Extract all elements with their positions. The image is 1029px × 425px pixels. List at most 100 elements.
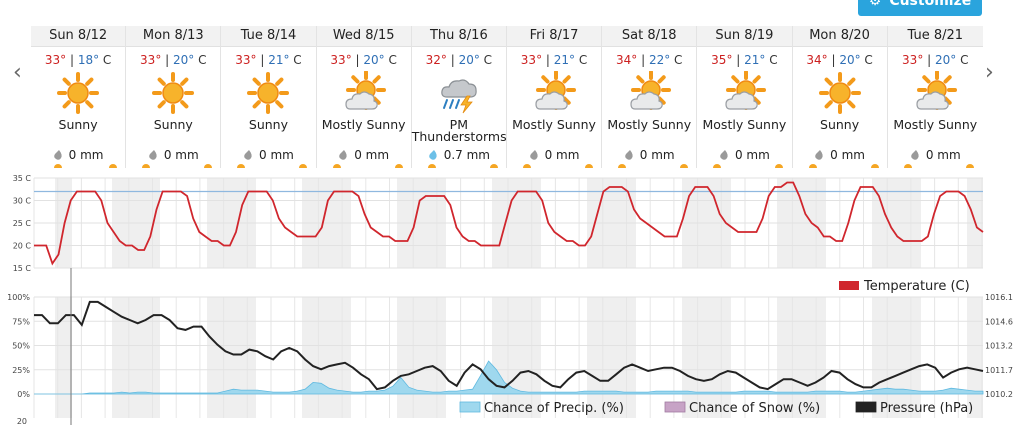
day-temps: 33° | 21° C (221, 53, 315, 67)
temp-separator: | (827, 53, 840, 67)
day-temps: 34° | 20° C (793, 53, 887, 67)
day-column[interactable]: Fri 8/17 33° | 21° C Mostly Sunny 0 mm (506, 26, 603, 168)
temp-unit: C (674, 53, 683, 67)
night-shading (302, 297, 351, 418)
day-column[interactable]: Thu 8/16 32° | 20° C PM Thunderstorms 0.7 m… (411, 26, 507, 168)
lower-tick-label: 20 (17, 417, 27, 425)
legend-label-precip[interactable]: Chance of Precip. (%) (484, 401, 624, 416)
temperature-line (34, 181, 984, 266)
customize-label: Customize (889, 0, 972, 9)
legend-label-pressure[interactable]: Pressure (hPa) (880, 401, 973, 416)
temp-separator: | (446, 53, 459, 67)
thunderstorm-icon (441, 79, 477, 114)
precip-value: 0 mm (639, 148, 675, 162)
day-column[interactable]: Tue 8/21 33° | 20° C Mostly Sunny 0 mm (887, 26, 983, 168)
sunrise-sunset-marker (237, 164, 308, 168)
day-column[interactable]: Mon 8/20 34° | 20° C Sunny 0 mm (792, 26, 888, 168)
precip-amount: 0.7 mm (412, 148, 506, 162)
chevron-right-icon[interactable]: › (985, 60, 994, 85)
y-tick-label-left: 75% (12, 317, 30, 326)
sunrise-sunset-marker (427, 164, 498, 168)
legend-swatch-temperature (839, 281, 859, 290)
precip-drop-icon (720, 150, 728, 160)
precip-amount: 0 mm (31, 148, 125, 162)
day-column[interactable]: Sat 8/18 34° | 22° C Mostly Sunny 0 mm (602, 26, 698, 168)
mostly-sunny-icon (630, 71, 672, 110)
low-temp: 20° (458, 53, 480, 67)
condition-text: Sunny (820, 117, 860, 132)
precip-drop-icon (815, 150, 823, 160)
precip-amount: 0 mm (793, 148, 887, 162)
customize-button[interactable]: ⚙ Customize (858, 0, 982, 16)
sunny-icon (152, 72, 195, 114)
condition-text: Mostly Sunny (893, 117, 978, 132)
precip-value: 0.7 mm (443, 148, 490, 162)
temp-separator: | (66, 53, 78, 67)
y-tick-label-left: 0% (17, 390, 30, 399)
high-temp: 33° (902, 53, 924, 67)
y-tick-label-right: 1011.7 (985, 366, 1013, 375)
day-temps: 32° | 20° C (412, 53, 506, 67)
day-column[interactable]: Wed 8/15 33° | 20° C Mostly Sunny 0 mm (316, 26, 412, 168)
day-date: Sat 8/18 (602, 26, 697, 47)
temp-unit: C (483, 53, 493, 67)
temp-unit: C (102, 53, 112, 67)
legend-label-snow[interactable]: Chance of Snow (%) (689, 401, 820, 416)
temp-unit: C (578, 53, 588, 67)
y-tick-label: 30 C (13, 197, 32, 206)
low-temp: 21° (744, 53, 766, 67)
high-temp: 33° (520, 53, 543, 67)
sunny-icon (57, 72, 100, 114)
precip-amount: 0 mm (507, 148, 601, 162)
temp-separator: | (637, 53, 649, 67)
night-shading (207, 297, 256, 418)
day-temps: 34° | 22° C (602, 53, 696, 67)
sunny-icon (818, 72, 861, 114)
temp-separator: | (732, 53, 745, 67)
sunrise-sunset-marker (332, 164, 403, 168)
precip-value: 0 mm (734, 148, 770, 162)
high-temp: 34° (806, 53, 828, 67)
precip-area (34, 360, 984, 395)
precip-drop-icon (624, 150, 633, 160)
sunrise-sunset-marker (808, 164, 879, 168)
mostly-sunny-icon (916, 71, 958, 110)
temp-unit: C (293, 53, 302, 67)
precip-amount: 0 mm (317, 148, 411, 162)
precip-amount: 0 mm (602, 148, 696, 162)
day-date: Sun 8/19 (697, 26, 792, 47)
day-date: Fri 8/17 (506, 26, 602, 47)
precip-value: 0 mm (259, 148, 294, 162)
day-date: Tue 8/14 (221, 26, 316, 47)
day-column[interactable]: Tue 8/14 33° | 21° C Sunny 0 mm (221, 26, 317, 168)
condition-text: Mostly Sunny (321, 117, 406, 132)
sunrise-sunset-marker (713, 164, 784, 168)
condition-text: Sunny (153, 117, 193, 132)
precip-drop-icon (339, 150, 347, 160)
y-tick-label: 25 C (13, 219, 32, 228)
day-column[interactable]: Sun 8/19 35° | 21° C Mostly Sunny 0 mm (697, 26, 793, 168)
day-temps: 33° | 20° C (888, 53, 983, 67)
chevron-left-icon[interactable]: ‹ (13, 60, 22, 85)
night-shading (397, 297, 446, 418)
day-temps: 33° | 18° C (31, 53, 125, 67)
temp-unit: C (388, 53, 397, 67)
y-tick-label-left: 50% (12, 342, 30, 351)
legend-swatch-precip (459, 401, 481, 413)
night-shading (777, 297, 826, 418)
day-column[interactable]: Mon 8/13 33° | 20° C Sunny 0 mm (126, 26, 222, 168)
temp-unit: C (960, 53, 969, 67)
precip-value: 0 mm (544, 148, 580, 162)
condition-text: Mostly Sunny (512, 117, 596, 132)
day-temps: 33° | 20° C (317, 53, 411, 67)
condition-text: Sunny (248, 117, 289, 132)
high-temp: 35° (711, 53, 733, 67)
night-shading (55, 297, 72, 418)
mostly-sunny-icon (535, 71, 577, 110)
precip-drop-icon (149, 150, 157, 160)
day-column[interactable]: Sun 8/12 33° | 18° C Sunny 0 mm (31, 26, 127, 168)
precip-amount: 0 mm (126, 148, 220, 162)
legend-label-temperature[interactable]: Temperature (C) (863, 279, 970, 294)
rain-drop-icon (428, 150, 437, 160)
sunrise-sunset-marker (522, 164, 593, 168)
